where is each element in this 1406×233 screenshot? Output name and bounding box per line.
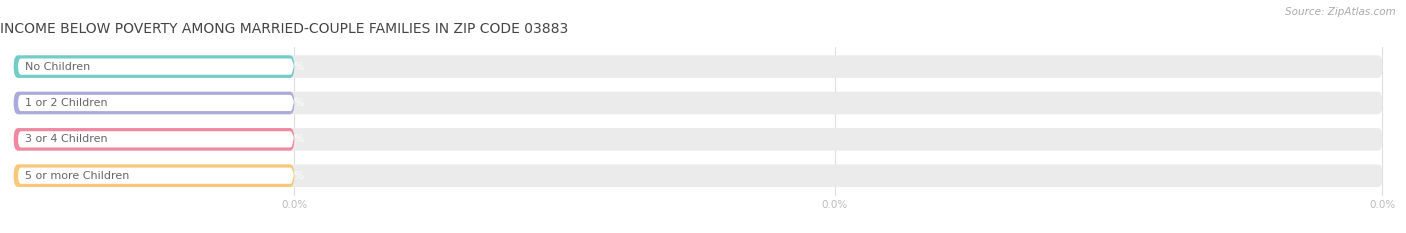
FancyBboxPatch shape [14, 55, 294, 78]
Text: INCOME BELOW POVERTY AMONG MARRIED-COUPLE FAMILIES IN ZIP CODE 03883: INCOME BELOW POVERTY AMONG MARRIED-COUPL… [0, 22, 568, 36]
FancyBboxPatch shape [14, 128, 1382, 151]
FancyBboxPatch shape [18, 131, 292, 147]
FancyBboxPatch shape [14, 164, 1382, 187]
Text: 3 or 4 Children: 3 or 4 Children [25, 134, 108, 144]
Text: 5 or more Children: 5 or more Children [25, 171, 129, 181]
Text: 1 or 2 Children: 1 or 2 Children [25, 98, 108, 108]
FancyBboxPatch shape [14, 128, 294, 151]
Text: 0.0%: 0.0% [278, 171, 305, 181]
FancyBboxPatch shape [14, 55, 1382, 78]
FancyBboxPatch shape [14, 164, 294, 187]
Text: 0.0%: 0.0% [278, 134, 305, 144]
FancyBboxPatch shape [18, 168, 292, 184]
FancyBboxPatch shape [18, 58, 292, 75]
FancyBboxPatch shape [14, 92, 294, 114]
Text: 0.0%: 0.0% [278, 62, 305, 72]
FancyBboxPatch shape [18, 95, 292, 111]
Text: No Children: No Children [25, 62, 90, 72]
Text: 0.0%: 0.0% [278, 98, 305, 108]
Text: Source: ZipAtlas.com: Source: ZipAtlas.com [1285, 7, 1396, 17]
FancyBboxPatch shape [14, 92, 1382, 114]
